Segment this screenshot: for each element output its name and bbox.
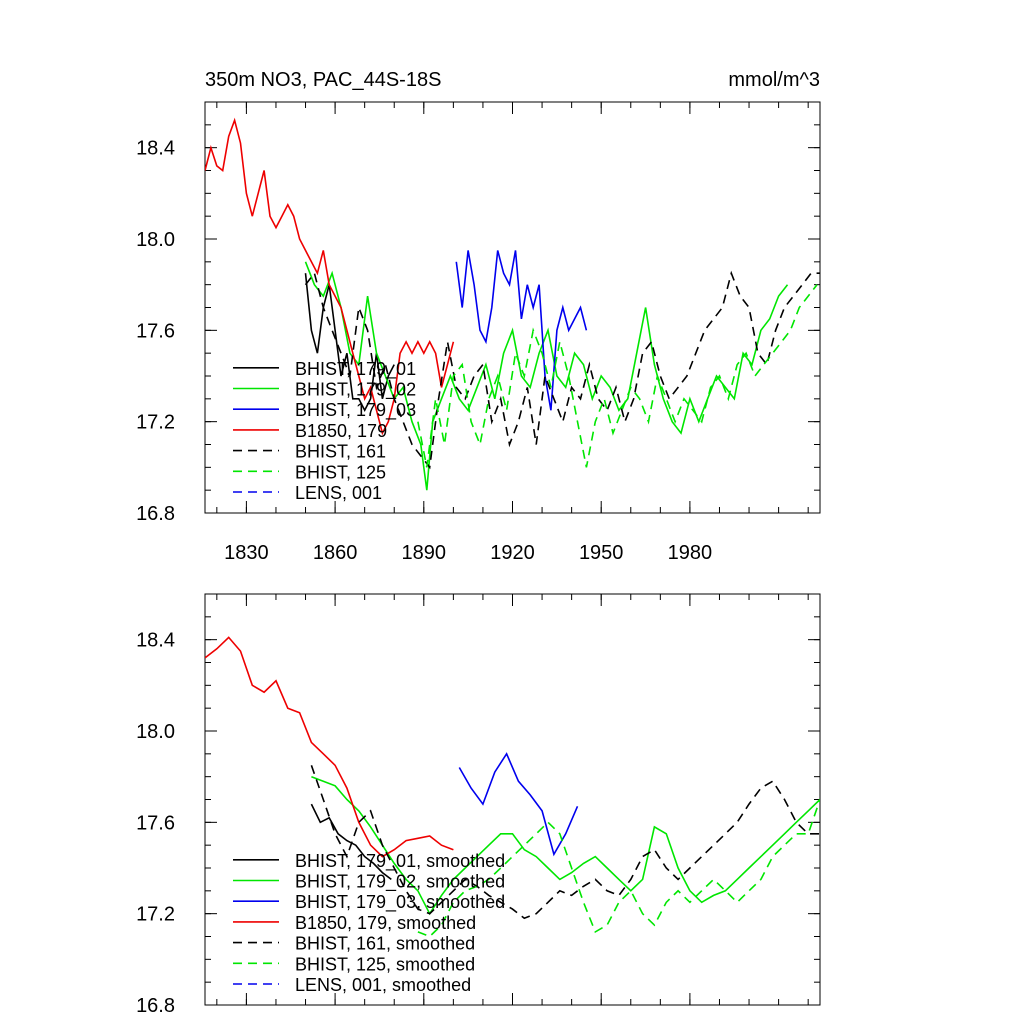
series-line bbox=[205, 117, 455, 436]
series-line bbox=[304, 270, 820, 470]
y-tick-label: 17.2 bbox=[136, 412, 175, 434]
x-tick-label: 1920 bbox=[490, 542, 535, 564]
legend-label: LENS, 001 bbox=[295, 483, 382, 503]
x-tick-label: 1950 bbox=[579, 542, 624, 564]
legend-label: B1850, 179 bbox=[295, 421, 387, 441]
series-line bbox=[417, 799, 820, 938]
legend-label: BHIST, 125, smoothed bbox=[295, 954, 475, 974]
series-line bbox=[458, 752, 579, 857]
x-tick-label: 1830 bbox=[224, 542, 269, 564]
y-tick-label: 16.8 bbox=[136, 995, 175, 1017]
legend-label: BHIST, 161 bbox=[295, 442, 386, 462]
x-tick-label: 1860 bbox=[313, 542, 358, 564]
upper-panel: 16.8 17.2 17.6 18.0 18.4 1830 1860 1890 1920 1950… bbox=[136, 101, 821, 564]
y-tick-label: 18.4 bbox=[136, 138, 175, 160]
y-tick-label: 17.6 bbox=[136, 320, 175, 342]
series-line bbox=[417, 284, 818, 468]
units-label: mmol/m^3 bbox=[728, 69, 820, 91]
y-tick-label: 18.0 bbox=[136, 721, 175, 743]
legend-label: BHIST, 161, smoothed bbox=[295, 934, 475, 954]
y-tick-label: 17.2 bbox=[136, 904, 175, 926]
legend-label: BHIST, 179_01, smoothed bbox=[295, 851, 505, 872]
chart-title: 350m NO3, PAC_44S-18S bbox=[205, 69, 441, 91]
y-tick-label: 16.8 bbox=[136, 503, 175, 525]
lower-panel: 16.8 17.2 17.6 18.0 18.4 BHIST, 179_01, smoot… bbox=[136, 593, 821, 1017]
series-line bbox=[311, 775, 820, 916]
series-line bbox=[455, 250, 588, 411]
y-tick-label: 18.0 bbox=[136, 229, 175, 251]
x-tick-label: 1980 bbox=[668, 542, 713, 564]
legend-label: BHIST, 179_03 bbox=[295, 400, 416, 421]
y-tick-label: 18.4 bbox=[136, 630, 175, 652]
legend-label: BHIST, 125 bbox=[295, 462, 386, 482]
series-line bbox=[205, 636, 454, 858]
x-tick-label: 1890 bbox=[402, 542, 447, 564]
legend-label: BHIST, 179_02 bbox=[295, 380, 416, 401]
legend-label: BHIST, 179_01 bbox=[295, 359, 416, 380]
series-line bbox=[310, 765, 820, 920]
legend-label: BHIST, 179_02, smoothed bbox=[295, 872, 505, 893]
y-tick-label: 17.6 bbox=[136, 812, 175, 834]
legend-label: LENS, 001, smoothed bbox=[295, 975, 471, 995]
legend-label: B1850, 179, smoothed bbox=[295, 913, 476, 933]
legend-label: BHIST, 179_03, smoothed bbox=[295, 892, 505, 913]
